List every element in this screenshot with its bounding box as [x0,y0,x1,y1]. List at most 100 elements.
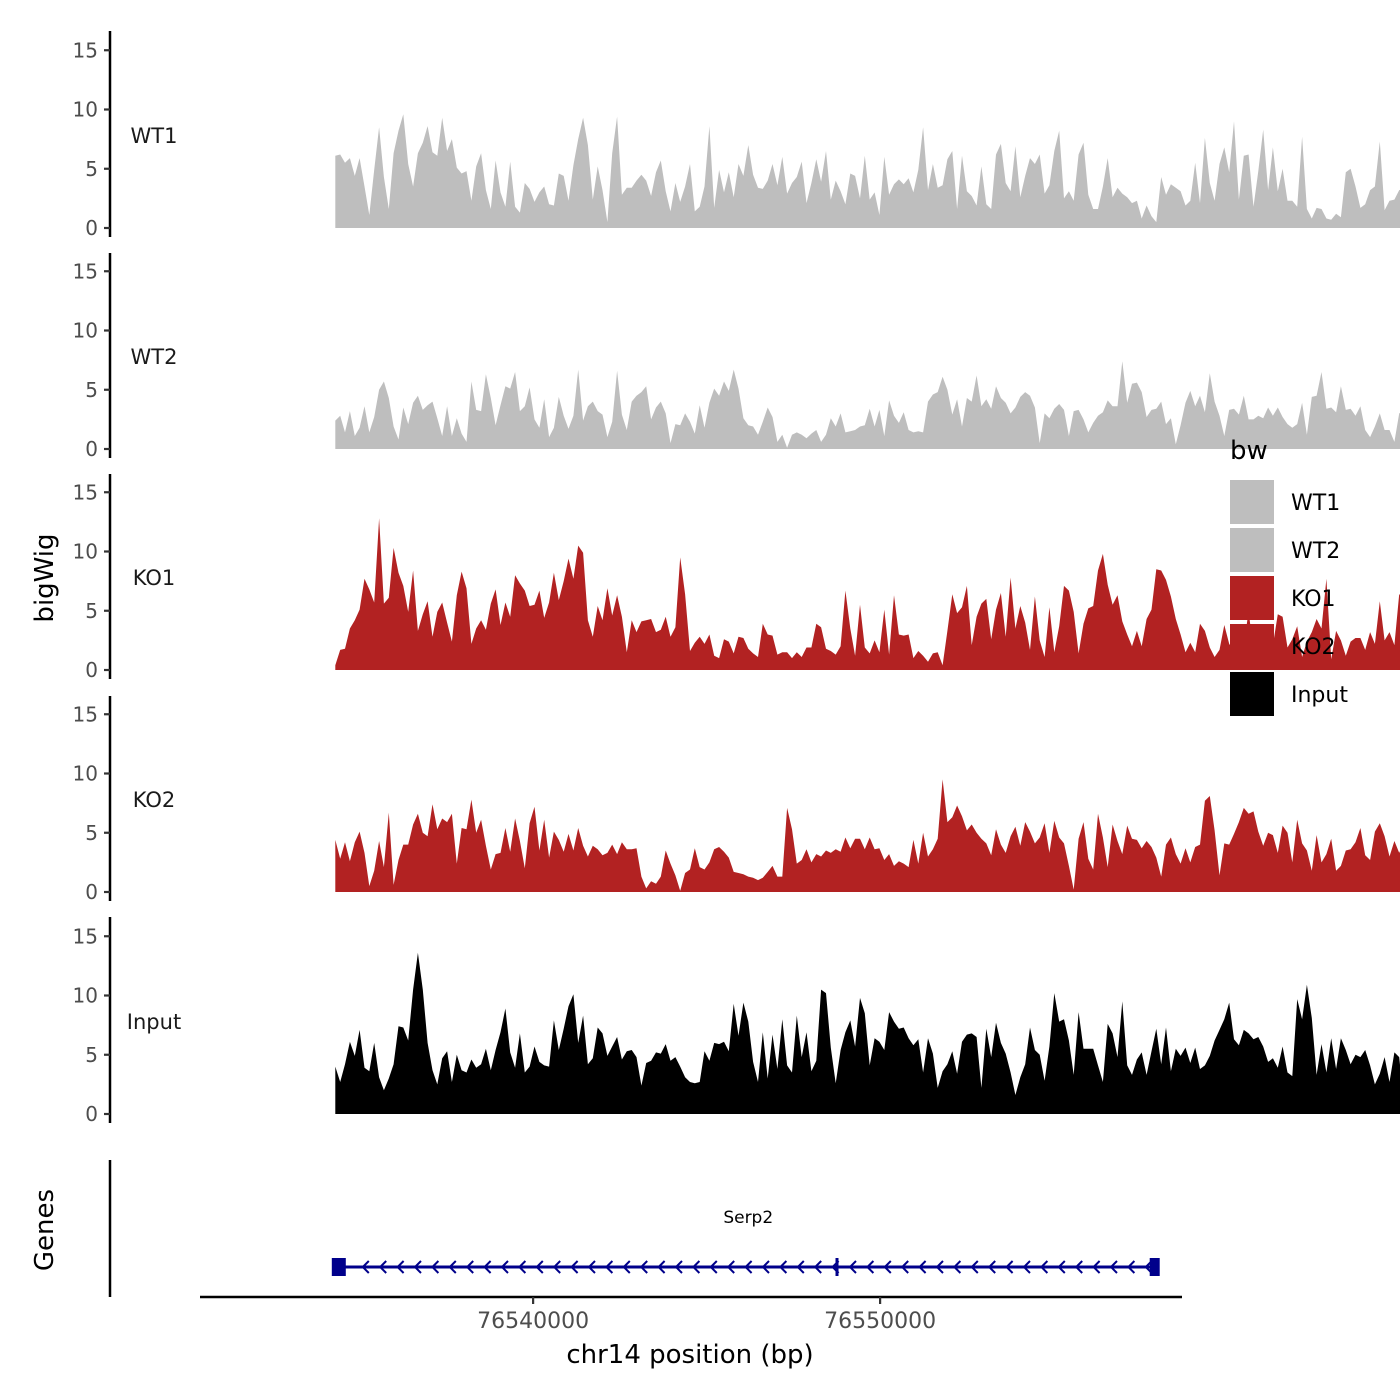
strand-arrow-icon [361,1260,370,1274]
y-tick-label: 15 [73,259,98,283]
legend-title: bw [1230,436,1268,466]
legend-label-ko1: KO1 [1291,587,1336,612]
strand-arrow-icon [1039,1260,1049,1274]
strand-arrow-icon [1022,1260,1031,1274]
y-tick-label: 10 [73,319,98,343]
strand-arrow-icon [1005,1260,1014,1274]
y-tick-label: 0 [85,216,98,240]
strand-arrow-icon [778,1260,788,1274]
legend-swatch-ko1 [1230,576,1274,620]
y-tick-label: 5 [85,821,98,845]
strand-arrow-icon [570,1260,579,1274]
legend-label-wt1: WT1 [1291,491,1340,516]
y-tick-label: 10 [73,540,98,564]
strand-arrow-icon [413,1260,422,1274]
legend: bw WT1 WT2 KO1 KO2 Input [1230,436,1348,716]
strand-arrow-icon [865,1260,875,1274]
strand-arrow-icon [900,1260,909,1274]
strand-arrow-icon [691,1260,701,1274]
track-label: WT2 [131,345,178,369]
y-tick-label: 0 [85,437,98,461]
track-ko1: 0 5 10 15 KO1 [73,474,1400,682]
strand-arrow-icon [465,1260,474,1274]
strand-arrow-icon [1109,1260,1118,1274]
y-tick-label: 5 [85,157,98,181]
area-input [335,952,1400,1114]
strand-arrow-icon [500,1260,509,1274]
x-axis-title: chr14 position (bp) [566,1340,813,1370]
strand-arrow-icon [709,1260,718,1274]
area-wt2 [335,361,1400,449]
strand-arrow-icon [848,1260,857,1274]
strand-arrow-icon [761,1260,770,1274]
strand-arrow-icon [622,1260,631,1274]
strand-arrow-icon [1126,1260,1136,1274]
gene-exon [1149,1258,1160,1276]
track-wt2: 0 5 10 15 WT2 [73,253,1400,461]
track-label: WT1 [131,124,178,148]
y-tick-label: 10 [73,762,98,786]
y-tick-label: 15 [73,924,98,948]
y-tick-label: 5 [85,599,98,623]
legend-swatch-ko2 [1230,624,1274,668]
strand-arrow-icon [535,1260,544,1274]
track-wt1: 0 5 10 15 WT1 [73,31,1400,240]
strand-arrow-icon [952,1260,962,1274]
legend-label-ko2: KO2 [1291,635,1336,660]
strand-arrow-icon [396,1260,405,1274]
y-tick-label: 0 [85,658,98,682]
strand-arrow-icon [378,1260,387,1274]
y-tick-label: 5 [85,1043,98,1067]
area-wt1 [335,114,1400,228]
track-label: KO1 [133,566,176,590]
y-tick-label: 5 [85,378,98,402]
strand-arrow-icon [744,1260,753,1274]
legend-swatch-input [1230,672,1274,716]
gene-exon [331,1258,346,1276]
strand-arrow-icon [517,1260,527,1274]
x-tick-label: 76550000 [824,1309,936,1334]
strand-arrow-icon [918,1260,927,1274]
strand-arrow-icon [970,1260,979,1274]
strand-arrow-icon [935,1260,944,1274]
strand-arrow-icon [813,1260,822,1274]
track-ko2: 0 5 10 15 KO2 [73,696,1400,904]
strand-arrow-icon [726,1260,735,1274]
y-tick-label: 10 [73,98,98,122]
track-label: KO2 [133,788,176,812]
legend-label-input: Input [1291,683,1348,708]
y-tick-label: 0 [85,1102,98,1126]
x-axis: 76540000 76550000 [200,1295,1182,1334]
gene-name-label: Serp2 [723,1208,773,1228]
strand-arrow-icon [674,1260,683,1274]
signal-tracks: 0 5 10 15 WT1 0 5 10 15 WT2 0 5 10 15 KO1 0 5 10 15 KO2 0 5 10… [73,31,1400,1126]
strand-arrow-icon [657,1260,666,1274]
strand-arrow-icon [1057,1260,1066,1274]
area-ko1 [335,518,1400,670]
track-input: 0 5 10 15 Input [73,917,1400,1126]
legend-swatch-wt2 [1230,528,1274,572]
strand-arrow-icon [1074,1260,1083,1274]
y-tick-label: 10 [73,984,98,1008]
strand-arrow-icon [883,1260,892,1274]
strand-arrow-icon [430,1260,440,1274]
gene-track: Serp2 [108,1160,1160,1297]
genes-axis-title: Genes [30,1189,60,1271]
strand-arrow-icon [448,1260,457,1274]
y-tick-label: 15 [73,702,98,726]
y-tick-label: 0 [85,880,98,904]
legend-swatch-wt1 [1230,480,1274,524]
strand-arrow-icon [796,1260,805,1274]
x-tick-label: 76540000 [477,1309,589,1334]
y-tick-label: 15 [73,38,98,62]
strand-arrow-icon [1092,1260,1101,1274]
strand-arrow-icon [987,1260,996,1274]
strand-arrow-icon [483,1260,492,1274]
y-tick-label: 15 [73,480,98,504]
y-axis-title: bigWig [30,533,60,622]
strand-arrow-icon [552,1260,561,1274]
track-label: Input [127,1010,181,1034]
strand-arrow-icon [639,1260,648,1274]
area-ko2 [335,779,1400,892]
